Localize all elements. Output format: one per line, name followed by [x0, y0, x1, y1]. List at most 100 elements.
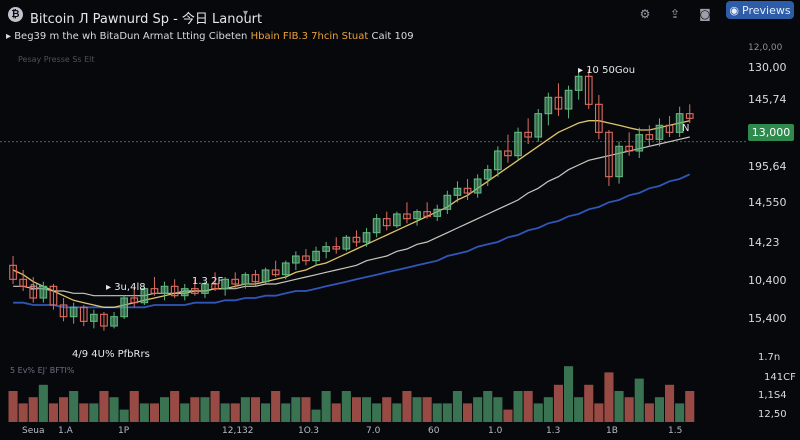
high-annotation: ▸ 10 50Gou	[578, 65, 635, 76]
candle-body	[332, 246, 341, 250]
bearish-candle	[271, 260, 280, 277]
volume-bar	[69, 391, 79, 422]
volume-bar	[99, 391, 109, 422]
legend-line-3: Cait 109	[371, 31, 414, 42]
eye-icon: ◉	[729, 3, 740, 17]
chevron-down-icon[interactable]: ▾	[243, 8, 249, 19]
chart-toolbar: ₿ Bitcoin Л Pawnurd Sp - 今日 Lanourt ▾ ⚙ …	[0, 0, 800, 28]
candle-body	[322, 246, 331, 252]
candle-body	[504, 150, 512, 157]
candle-body	[140, 288, 149, 304]
time-label: 1.A	[58, 426, 73, 436]
mid-moving-average-line	[13, 136, 690, 297]
volume-bars	[8, 366, 695, 422]
volume-bar	[301, 397, 311, 422]
volume-bar	[321, 391, 331, 422]
bullish-candle	[201, 281, 209, 298]
candle-body	[685, 113, 694, 119]
volume-axis-label: 1.7n	[758, 352, 781, 363]
bullish-candle	[261, 267, 270, 284]
candle-body	[352, 236, 361, 243]
volume-bar	[503, 409, 513, 422]
time-label: 1.3	[546, 426, 561, 436]
bullish-candle	[322, 242, 331, 259]
candle-body	[473, 178, 482, 194]
bullish-candle	[241, 272, 250, 289]
volume-bar	[392, 403, 402, 422]
bullish-candle	[281, 260, 290, 280]
candle-body	[49, 285, 58, 306]
time-label: 1B	[606, 426, 618, 436]
candle-body	[130, 297, 139, 304]
bullish-candle	[413, 209, 421, 226]
volume-bar	[533, 403, 543, 422]
candle-body	[291, 255, 300, 264]
candle-body	[211, 283, 219, 290]
volume-bar	[412, 397, 422, 422]
bullish-candle	[534, 109, 543, 142]
bearish-candle	[332, 237, 341, 254]
candle-body	[463, 187, 472, 194]
preview-button[interactable]: ◉ Previews	[726, 1, 794, 19]
volume-bar	[109, 397, 119, 422]
volume-bar	[210, 391, 220, 422]
candle-body	[191, 288, 199, 294]
candle-body	[453, 187, 462, 196]
candles	[9, 69, 694, 331]
candle-body	[29, 285, 38, 299]
candle-body	[231, 278, 240, 285]
preview-button-label: Previews	[742, 3, 791, 17]
volume-bar	[331, 403, 341, 422]
volume-bar	[564, 366, 574, 422]
candle-body	[39, 285, 48, 299]
volume-bar	[170, 391, 180, 422]
low-annotation: 4/9 4U% PfbRrs	[72, 349, 150, 360]
camera-icon[interactable]: ◙	[699, 7, 711, 21]
candle-body	[423, 211, 432, 217]
time-label: 1P	[118, 426, 130, 436]
bearish-candle	[665, 116, 674, 137]
volume-bar	[230, 403, 240, 422]
bearish-candle	[79, 305, 88, 326]
indicator-legend[interactable]: ▸ Beg39 m the wh BitaDun Armat Ltting Ci…	[6, 31, 414, 42]
price-label: 14,23	[748, 236, 780, 249]
volume-bar	[129, 391, 139, 422]
candle-body	[150, 288, 159, 294]
volume-bar	[48, 403, 58, 422]
volume-bar	[644, 403, 654, 422]
bullish-candle	[120, 295, 128, 319]
bullish-candle	[453, 181, 462, 203]
time-label: 7.0	[366, 426, 381, 436]
symbol-title[interactable]: Bitcoin Л Pawnurd Sp - 今日 Lanourt	[30, 12, 263, 27]
candle-body	[615, 145, 623, 178]
fast-moving-average-line	[12, 120, 690, 308]
bearish-candle	[211, 272, 219, 291]
settings-icon[interactable]: ⚙	[639, 7, 651, 21]
volume-bar	[89, 403, 99, 422]
candle-body	[302, 255, 310, 262]
bullish-candle	[221, 277, 230, 296]
volume-bar	[402, 391, 412, 422]
volume-axis-label: 141CF	[764, 372, 796, 383]
candle-body	[261, 269, 270, 283]
bullish-candle	[574, 69, 583, 100]
volume-bar	[624, 397, 634, 422]
bullish-candle	[392, 211, 401, 228]
upload-icon[interactable]: ⇪	[669, 7, 681, 21]
volume-bar	[614, 391, 624, 422]
bearish-candle	[231, 272, 240, 289]
candle-body	[9, 264, 17, 280]
price-label: 15,400	[748, 312, 787, 325]
candle-body	[251, 274, 260, 283]
volume-bar	[442, 403, 452, 422]
price-label: 145,74	[748, 93, 787, 106]
candle-body	[534, 113, 543, 138]
volume-bar	[291, 397, 301, 422]
bearish-candle	[645, 125, 654, 147]
bearish-candle	[625, 132, 633, 156]
bullish-candle	[544, 92, 553, 126]
candle-body	[281, 262, 290, 276]
candle-body	[120, 297, 128, 318]
volume-bar	[513, 391, 523, 422]
